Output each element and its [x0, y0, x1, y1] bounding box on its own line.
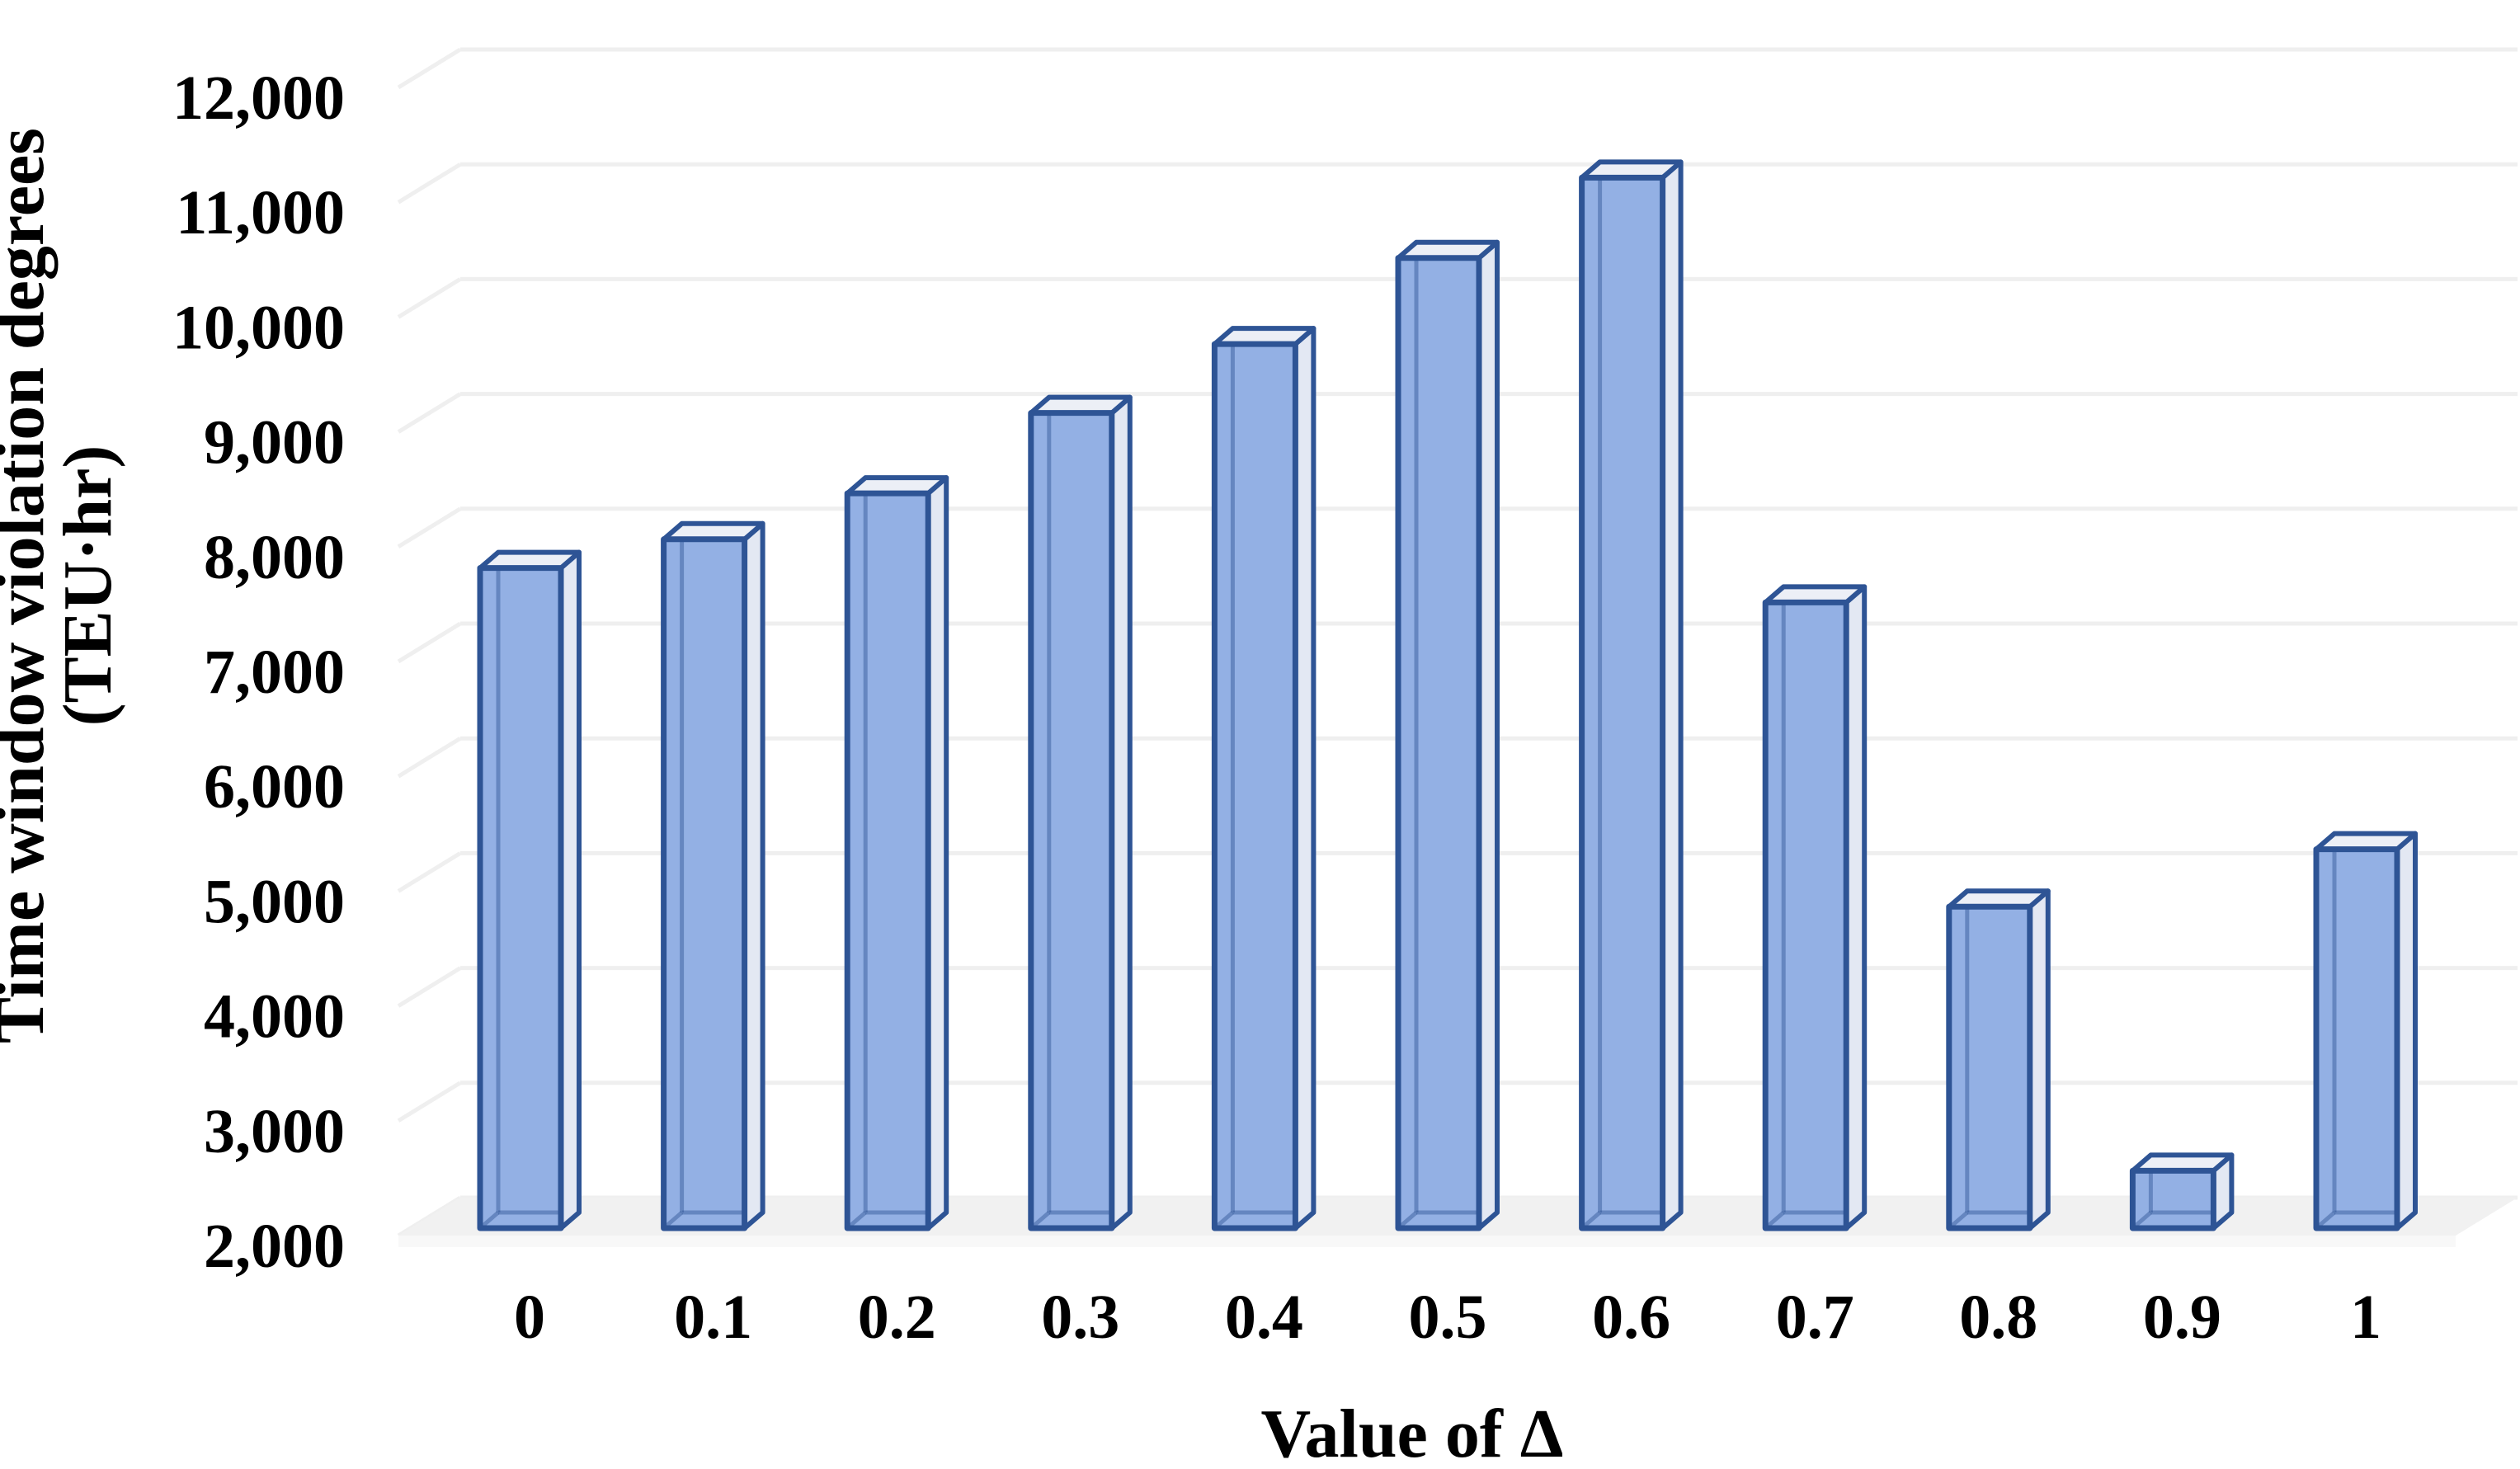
y-tick-5,000: 5,000: [204, 867, 345, 936]
bar-front-outline: [2129, 1167, 2216, 1231]
gridline-bevel-9,000: [397, 392, 462, 434]
x-tick-0.6: 0.6: [1592, 1283, 1670, 1352]
bar-delta-0.4: [1211, 326, 1317, 1231]
x-tick-0.2: 0.2: [858, 1283, 936, 1352]
y-axis-title: Time window violation degrees (TEU·hr): [0, 128, 126, 1043]
bar-front-face: [847, 493, 929, 1228]
x-tick-0.8: 0.8: [1959, 1283, 2037, 1352]
bar-delta-0.6: [1579, 159, 1684, 1231]
bar-front-outline: [1028, 410, 1115, 1231]
x-tick-0.3: 0.3: [1041, 1283, 1119, 1352]
x-tick-0.4: 0.4: [1225, 1283, 1303, 1352]
bar-delta-1: [2313, 831, 2418, 1231]
y-axis-tick-labels: 12,000 11,000 10,000 9,000 8,000 7,000 6,000 5,…: [172, 64, 345, 1281]
bar-front-outline: [844, 490, 931, 1231]
gridline-bevel-12,000: [397, 47, 462, 90]
y-tick-6,000: 6,000: [204, 752, 345, 822]
x-tick-0.1: 0.1: [674, 1283, 752, 1352]
gridline-bevel-4,000: [397, 966, 462, 1008]
gridline-bevel-11,000: [397, 162, 462, 205]
bar-front-face: [1765, 602, 1847, 1228]
y-tick-9,000: 9,000: [204, 408, 345, 478]
bar-front-outline: [2313, 846, 2400, 1231]
gridline-bevel-5,000: [397, 851, 462, 893]
bar-front-outline: [1762, 599, 1849, 1231]
bar-front-face: [2132, 1170, 2214, 1228]
floor-front-edge: [398, 1236, 2456, 1247]
bar-front-outline: [477, 565, 564, 1231]
y-tick-12,000: 12,000: [172, 64, 345, 133]
bar-delta-0.9: [2129, 1152, 2235, 1231]
y-tick-10,000: 10,000: [172, 293, 345, 362]
bar-front-outline: [661, 536, 748, 1231]
bar-front-face: [1214, 344, 1296, 1228]
bar-front-face: [1398, 257, 1479, 1228]
y-tick-2,000: 2,000: [204, 1212, 345, 1281]
bar-delta-0.1: [661, 520, 765, 1231]
bar-front-outline: [1946, 903, 2033, 1231]
x-axis-tick-labels: 0 0.1 0.2 0.3 0.4 0.5 0.6 0.7 0.8 0.9 1: [514, 1283, 2381, 1352]
gridline-bevel-6,000: [397, 737, 462, 779]
x-tick-1: 1: [2350, 1283, 2381, 1352]
x-axis-title: Value of Δ: [1261, 1396, 1564, 1469]
x-tick-0.5: 0.5: [1409, 1283, 1487, 1352]
bar-delta-0: [477, 549, 582, 1231]
bar-front-face: [2316, 849, 2397, 1228]
y-tick-11,000: 11,000: [176, 178, 345, 247]
bar-delta-0.7: [1762, 584, 1868, 1231]
x-tick-0.9: 0.9: [2143, 1283, 2221, 1352]
x-tick-0.7: 0.7: [1776, 1283, 1854, 1352]
y-axis-title-line-2: (TEU·hr): [49, 445, 126, 727]
bar-delta-0.2: [844, 475, 949, 1231]
y-tick-4,000: 4,000: [204, 982, 345, 1052]
chart-bars: [477, 159, 2418, 1231]
y-tick-7,000: 7,000: [204, 638, 345, 707]
x-tick-0: 0: [514, 1283, 545, 1352]
y-tick-8,000: 8,000: [204, 523, 345, 592]
bar-delta-0.8: [1946, 888, 2051, 1231]
gridline-bevel-8,000: [397, 506, 462, 549]
bar-front-outline: [1579, 174, 1666, 1231]
bar-front-face: [480, 567, 561, 1228]
bar-delta-0.5: [1395, 239, 1500, 1231]
gridline-bevel-7,000: [397, 621, 462, 664]
bar-front-face: [1948, 906, 2030, 1228]
gridline-bevel-10,000: [397, 277, 462, 319]
gridline-bevel-3,000: [397, 1081, 462, 1123]
y-tick-3,000: 3,000: [204, 1097, 345, 1166]
bar-front-face: [663, 539, 745, 1228]
bar-front-face: [1030, 412, 1112, 1228]
bar-front-outline: [1211, 341, 1298, 1231]
y-axis-title-line-1: Time window violation degrees: [0, 128, 59, 1043]
bar-front-face: [1581, 177, 1663, 1228]
bar-front-outline: [1395, 255, 1482, 1231]
bar-delta-0.3: [1028, 394, 1133, 1231]
